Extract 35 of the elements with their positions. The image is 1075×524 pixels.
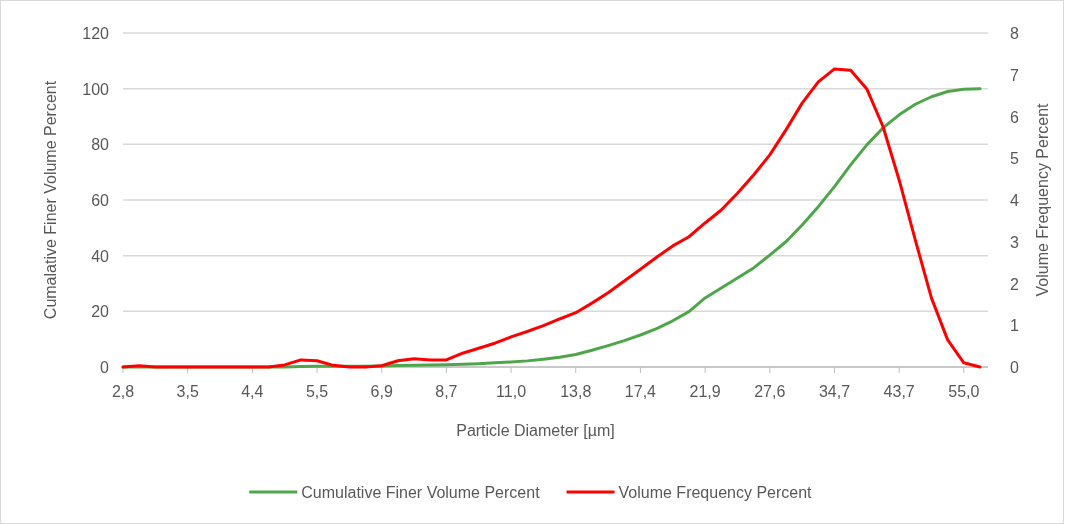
x-tick-label: 43,7 — [883, 383, 915, 400]
x-tick-label: 17,4 — [624, 383, 657, 400]
y2-tick-label: 6 — [1010, 108, 1019, 126]
x-tick-label: 5,5 — [305, 383, 329, 400]
y-tick-label: 0 — [100, 359, 110, 376]
y-tick-label: 60 — [91, 192, 110, 209]
y-tick-label: 100 — [82, 80, 110, 98]
y-axis-title: Cumalative Finer Volume Percent — [42, 80, 59, 320]
y2-tick-label: 5 — [1010, 150, 1019, 168]
x-tick-label: 4,4 — [241, 383, 264, 400]
x-tick-label: 6,9 — [370, 383, 393, 400]
y2-tick-label: 4 — [1010, 192, 1019, 209]
x-tick-label: 3,5 — [176, 383, 199, 400]
x-tick-label: 2,8 — [111, 383, 135, 400]
y2-axis-title: Volume Frequency Percent — [1034, 102, 1051, 297]
legend-label: Volume Frequency Percent — [618, 484, 813, 501]
x-tick-label: 11,0 — [496, 383, 527, 400]
y-tick-label: 20 — [91, 303, 110, 321]
x-tick-label: 8,7 — [435, 383, 458, 400]
y-tick-label: 120 — [82, 25, 110, 42]
legend-label: Cumulative Finer Volume Percent — [301, 484, 541, 501]
y2-tick-label: 8 — [1010, 25, 1019, 42]
y-tick-label: 40 — [91, 247, 110, 265]
y2-tick-label: 1 — [1010, 317, 1019, 335]
x-tick-label: 34,7 — [818, 383, 851, 400]
x-tick-label: 21,9 — [689, 383, 721, 400]
y2-tick-label: 7 — [1010, 66, 1019, 84]
x-tick-label: 27,6 — [754, 383, 786, 400]
x-axis-title: Particle Diameter [µm] — [456, 422, 615, 439]
x-tick-label: 55,0 — [948, 383, 980, 400]
y2-tick-label: 2 — [1010, 275, 1019, 293]
x-tick-label: 13,8 — [560, 383, 592, 400]
y2-tick-label: 0 — [1010, 359, 1019, 376]
y2-tick-label: 3 — [1010, 233, 1019, 251]
y-tick-label: 80 — [91, 136, 110, 154]
